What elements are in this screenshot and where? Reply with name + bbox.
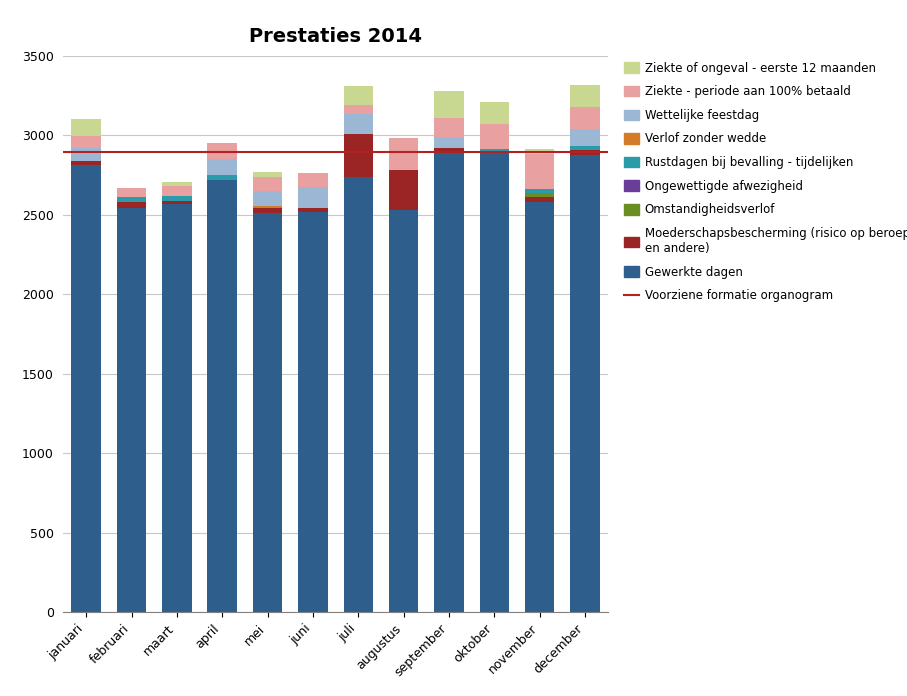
Bar: [253, 191, 282, 206]
Bar: [344, 113, 373, 134]
Bar: [162, 182, 191, 186]
Bar: [253, 177, 282, 191]
Bar: [571, 106, 600, 129]
Bar: [571, 145, 600, 150]
Bar: [253, 173, 282, 177]
Bar: [162, 201, 191, 205]
Bar: [434, 118, 463, 137]
Bar: [525, 193, 554, 197]
Bar: [525, 202, 554, 612]
Bar: [480, 124, 509, 149]
Bar: [72, 119, 101, 136]
Bar: [434, 152, 463, 612]
Bar: [298, 212, 327, 612]
Bar: [344, 177, 373, 612]
Bar: [525, 154, 554, 189]
Bar: [571, 150, 600, 155]
Bar: [162, 205, 191, 612]
Bar: [389, 139, 418, 171]
Bar: [434, 137, 463, 148]
Bar: [117, 202, 146, 208]
Bar: [525, 189, 554, 193]
Bar: [208, 159, 237, 175]
Bar: [208, 175, 237, 180]
Bar: [298, 187, 327, 207]
Bar: [434, 148, 463, 152]
Legend: Ziekte of ongeval - eerste 12 maanden, Ziekte - periode aan 100% betaald, Wettel: Ziekte of ongeval - eerste 12 maanden, Z…: [625, 61, 907, 302]
Bar: [208, 143, 237, 159]
Bar: [571, 85, 600, 106]
Bar: [571, 129, 600, 145]
Bar: [525, 197, 554, 202]
Bar: [344, 86, 373, 104]
Bar: [344, 134, 373, 177]
Bar: [253, 208, 282, 213]
Bar: [208, 180, 237, 612]
Bar: [72, 148, 101, 161]
Bar: [253, 213, 282, 612]
Bar: [162, 196, 191, 201]
Bar: [298, 173, 327, 187]
Bar: [298, 207, 327, 212]
Bar: [162, 186, 191, 196]
Bar: [117, 208, 146, 612]
Bar: [72, 161, 101, 166]
Bar: [434, 90, 463, 118]
Bar: [389, 171, 418, 210]
Bar: [480, 102, 509, 124]
Bar: [72, 166, 101, 612]
Bar: [117, 197, 146, 202]
Bar: [571, 155, 600, 612]
Bar: [389, 210, 418, 612]
Bar: [480, 149, 509, 152]
Title: Prestaties 2014: Prestaties 2014: [249, 26, 422, 46]
Bar: [72, 136, 101, 148]
Bar: [480, 152, 509, 612]
Bar: [117, 188, 146, 197]
Bar: [525, 149, 554, 154]
Bar: [344, 104, 373, 113]
Bar: [253, 206, 282, 208]
